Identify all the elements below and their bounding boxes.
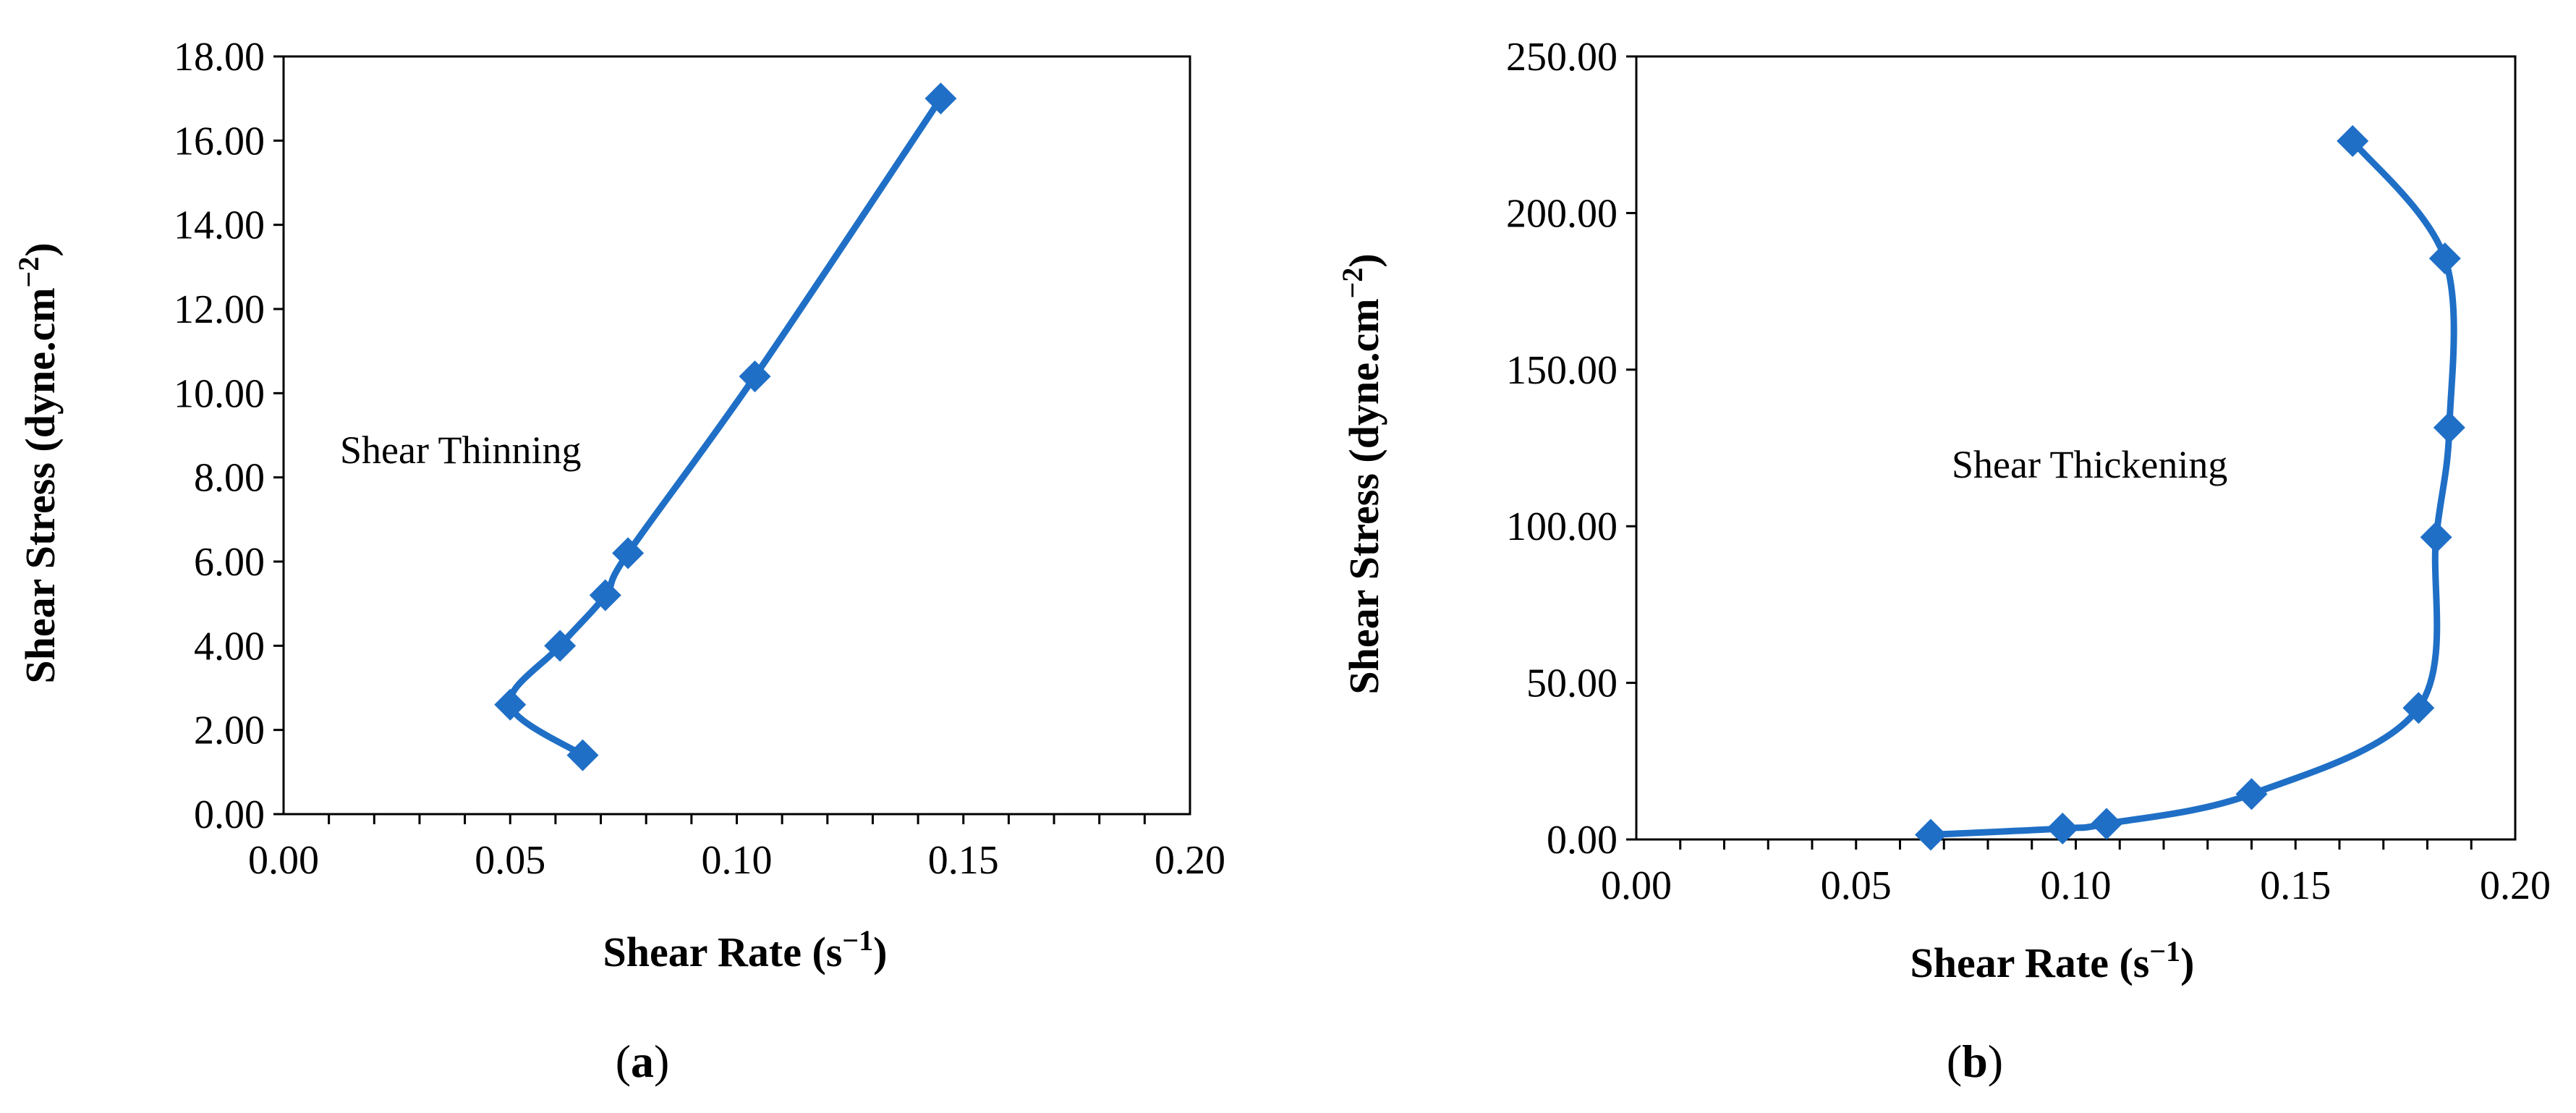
chart-panel-a: 0.00 0.05 0.10 0.15 0.20 0.00 2.00 4.00 6.00 8.00… <box>12 35 1225 1087</box>
data-point-marker <box>2402 692 2435 724</box>
data-point-marker <box>2433 411 2465 444</box>
panel-label-a: (a) <box>616 1036 670 1087</box>
series-line-a <box>506 95 944 759</box>
annotation-shear-thickening: Shear Thickening <box>1952 443 2227 486</box>
x-tick-label: 0.10 <box>2041 863 2112 908</box>
data-point-marker <box>589 579 621 611</box>
y-tick-label: 14.00 <box>174 203 265 248</box>
x-tick-label: 0.15 <box>2260 863 2331 908</box>
data-point-marker <box>2428 242 2461 275</box>
y-tick-label: 6.00 <box>194 540 265 585</box>
plot-area-b: 0.00 0.05 0.10 0.15 0.20 0.00 50.00 100.00 150.0… <box>1506 35 2551 908</box>
y-tick-label: 18.00 <box>174 35 265 80</box>
y-tick-label: 0.00 <box>194 792 265 837</box>
y-tick-label: 0.00 <box>1547 818 1618 863</box>
data-point-marker <box>2337 124 2369 157</box>
x-tick-label: 0.05 <box>475 838 545 883</box>
x-tick-label: 0.20 <box>1155 838 1225 883</box>
y-tick-label: 250.00 <box>1506 35 1618 80</box>
x-tick-label: 0.10 <box>702 838 773 883</box>
y-tick-label: 12.00 <box>174 287 265 332</box>
data-point-marker <box>566 739 599 771</box>
y-tick-label: 50.00 <box>1526 661 1618 706</box>
y-axis-title-a: Shear Stress (dyne.cm−2) <box>12 242 64 683</box>
y-tick-label: 2.00 <box>194 708 265 753</box>
annotation-shear-thinning: Shear Thinning <box>340 428 581 472</box>
y-axis-title-b: Shear Stress (dyne.cm−2) <box>1336 253 1387 694</box>
x-axis-title-b: Shear Rate (s−1) <box>1910 935 2195 986</box>
data-point-marker <box>2046 812 2079 845</box>
data-point-marker <box>494 688 527 721</box>
plot-area-a: 0.00 0.05 0.10 0.15 0.20 0.00 2.00 4.00 6.00 8.00… <box>174 35 1225 883</box>
data-point-marker <box>2235 778 2268 811</box>
x-tick-label: 0.05 <box>1821 863 1892 908</box>
panel-label-b: (b) <box>1947 1036 2003 1087</box>
x-tick-label: 0.00 <box>248 838 319 883</box>
data-point-marker <box>739 360 771 393</box>
x-tick-label: 0.15 <box>928 838 999 883</box>
data-point-marker <box>1915 818 1947 851</box>
data-point-marker <box>2091 808 2123 840</box>
x-tick-label: 0.00 <box>1601 863 1672 908</box>
y-tick-label: 4.00 <box>194 624 265 669</box>
data-point-marker <box>924 82 957 115</box>
y-tick-label: 150.00 <box>1506 348 1618 393</box>
y-tick-label: 200.00 <box>1506 191 1618 236</box>
y-tick-label: 10.00 <box>174 371 265 416</box>
y-tick-label: 100.00 <box>1506 504 1618 549</box>
y-tick-label: 8.00 <box>194 456 265 501</box>
data-point-marker <box>612 537 645 570</box>
series-line-b <box>1927 137 2457 839</box>
data-point-marker <box>544 630 577 662</box>
chart-panel-b: 0.00 0.05 0.10 0.15 0.20 0.00 50.00 100.00 150.0… <box>1336 35 2551 1087</box>
y-tick-label: 16.00 <box>174 119 265 164</box>
x-tick-label: 0.20 <box>2480 863 2551 908</box>
x-axis-title-a: Shear Rate (s−1) <box>603 924 888 976</box>
data-point-marker <box>2420 521 2452 554</box>
